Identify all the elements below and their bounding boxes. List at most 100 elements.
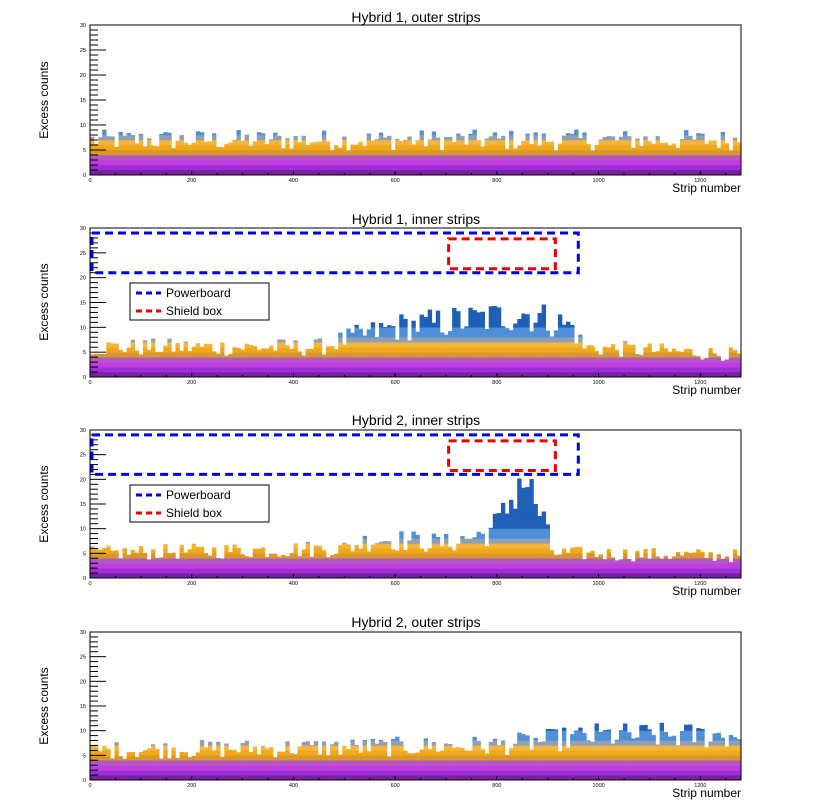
heatmap-cell bbox=[618, 735, 624, 741]
heatmap-cell bbox=[110, 343, 115, 348]
heatmap-cell bbox=[151, 765, 156, 771]
heatmap-cell bbox=[399, 745, 404, 751]
heatmap-cell bbox=[317, 165, 323, 171]
heatmap-cell bbox=[334, 563, 339, 569]
heatmap-cell bbox=[443, 765, 449, 771]
heatmap-cell bbox=[358, 553, 363, 559]
heatmap-cell bbox=[659, 730, 664, 736]
heatmap-cell bbox=[102, 755, 107, 761]
heatmap-cell bbox=[264, 563, 270, 569]
heatmap-cell bbox=[679, 367, 685, 373]
heatmap-cell bbox=[277, 760, 282, 766]
heatmap-cell bbox=[684, 573, 689, 579]
heatmap-cell bbox=[256, 765, 262, 771]
heatmap-cell bbox=[566, 362, 571, 368]
heatmap-cell bbox=[456, 372, 461, 378]
heatmap-cell bbox=[513, 573, 518, 579]
heatmap-cell bbox=[614, 367, 620, 373]
x-tick-label: 1000 bbox=[592, 380, 604, 386]
heatmap-cell bbox=[553, 347, 559, 353]
heatmap-cell bbox=[195, 145, 201, 151]
heatmap-cell bbox=[460, 352, 465, 358]
heatmap-cell bbox=[623, 362, 628, 368]
heatmap-cell bbox=[269, 367, 274, 373]
heatmap-cell bbox=[175, 165, 180, 171]
heatmap-cell bbox=[517, 573, 522, 579]
heatmap-cell bbox=[102, 140, 107, 146]
x-tick-label: 800 bbox=[492, 178, 501, 184]
heatmap-cell bbox=[419, 357, 424, 363]
heatmap-cell bbox=[114, 150, 119, 156]
heatmap-cell bbox=[720, 372, 726, 378]
heatmap-cell bbox=[525, 487, 530, 490]
heatmap-cell bbox=[240, 573, 245, 579]
heatmap-cell bbox=[260, 155, 266, 161]
heatmap-cell bbox=[460, 755, 465, 761]
heatmap-cell bbox=[500, 528, 506, 534]
heatmap-cell bbox=[228, 170, 233, 176]
heatmap-cell bbox=[671, 170, 677, 176]
heatmap-cell bbox=[598, 765, 603, 771]
heatmap-cell bbox=[732, 367, 738, 373]
heatmap-cell bbox=[240, 765, 245, 771]
heatmap-cell bbox=[570, 150, 575, 156]
heatmap-cell bbox=[578, 546, 583, 549]
heatmap-cell bbox=[122, 150, 127, 156]
heatmap-cell bbox=[464, 326, 469, 328]
heatmap-cell bbox=[159, 758, 164, 761]
heatmap-cell bbox=[281, 372, 286, 378]
heatmap-cell bbox=[342, 145, 347, 151]
heatmap-cell bbox=[517, 165, 522, 171]
heatmap-cell bbox=[167, 563, 172, 569]
heatmap-cell bbox=[248, 367, 254, 373]
heatmap-cell bbox=[614, 750, 620, 756]
heatmap-cell bbox=[399, 357, 404, 363]
heatmap-cell bbox=[110, 558, 115, 564]
heatmap-cell bbox=[130, 573, 136, 579]
heatmap-cell bbox=[269, 558, 274, 564]
heatmap-cell bbox=[423, 573, 429, 579]
heatmap-cell bbox=[264, 165, 270, 171]
heatmap-cell bbox=[659, 362, 664, 368]
heatmap-cell bbox=[264, 145, 270, 151]
heatmap-cell bbox=[647, 775, 652, 781]
heatmap-cell bbox=[472, 760, 477, 766]
heatmap-cell bbox=[305, 357, 311, 363]
heatmap-cell bbox=[602, 352, 608, 358]
heatmap-cell bbox=[655, 750, 660, 756]
heatmap-cell bbox=[407, 340, 412, 343]
heatmap-cell bbox=[545, 750, 551, 756]
heatmap-cell bbox=[256, 558, 262, 564]
heatmap-cell bbox=[610, 568, 616, 574]
heatmap-cell bbox=[285, 367, 290, 373]
heatmap-cell bbox=[248, 770, 254, 776]
heatmap-cell bbox=[142, 357, 148, 363]
heatmap-cell bbox=[667, 145, 673, 151]
heatmap-cell bbox=[488, 755, 494, 761]
heatmap-cell bbox=[716, 568, 721, 574]
heatmap-cell bbox=[561, 770, 567, 776]
heatmap-cell bbox=[313, 352, 319, 358]
heatmap-cell bbox=[313, 339, 319, 343]
heatmap-cell bbox=[635, 372, 640, 378]
heatmap-cell bbox=[387, 140, 392, 146]
heatmap-cell bbox=[419, 342, 424, 348]
heatmap-cell bbox=[415, 755, 420, 761]
heatmap-cell bbox=[411, 352, 416, 358]
heatmap-cell bbox=[570, 563, 575, 569]
heatmap-cell bbox=[647, 760, 652, 766]
heatmap-cell bbox=[452, 765, 457, 771]
heatmap-cell bbox=[382, 750, 388, 756]
heatmap-cell bbox=[431, 160, 437, 166]
heatmap-cell bbox=[159, 760, 164, 766]
heatmap-cell bbox=[138, 165, 144, 171]
heatmap-cell bbox=[456, 750, 461, 756]
heatmap-cell bbox=[643, 145, 648, 151]
heatmap-cell bbox=[606, 730, 612, 736]
heatmap-cell bbox=[325, 367, 331, 373]
heatmap-cell bbox=[614, 765, 620, 771]
heatmap-cell bbox=[525, 347, 530, 353]
y-tick-label: 30 bbox=[80, 23, 86, 29]
heatmap-cell bbox=[427, 770, 433, 776]
heatmap-cell bbox=[525, 573, 530, 579]
